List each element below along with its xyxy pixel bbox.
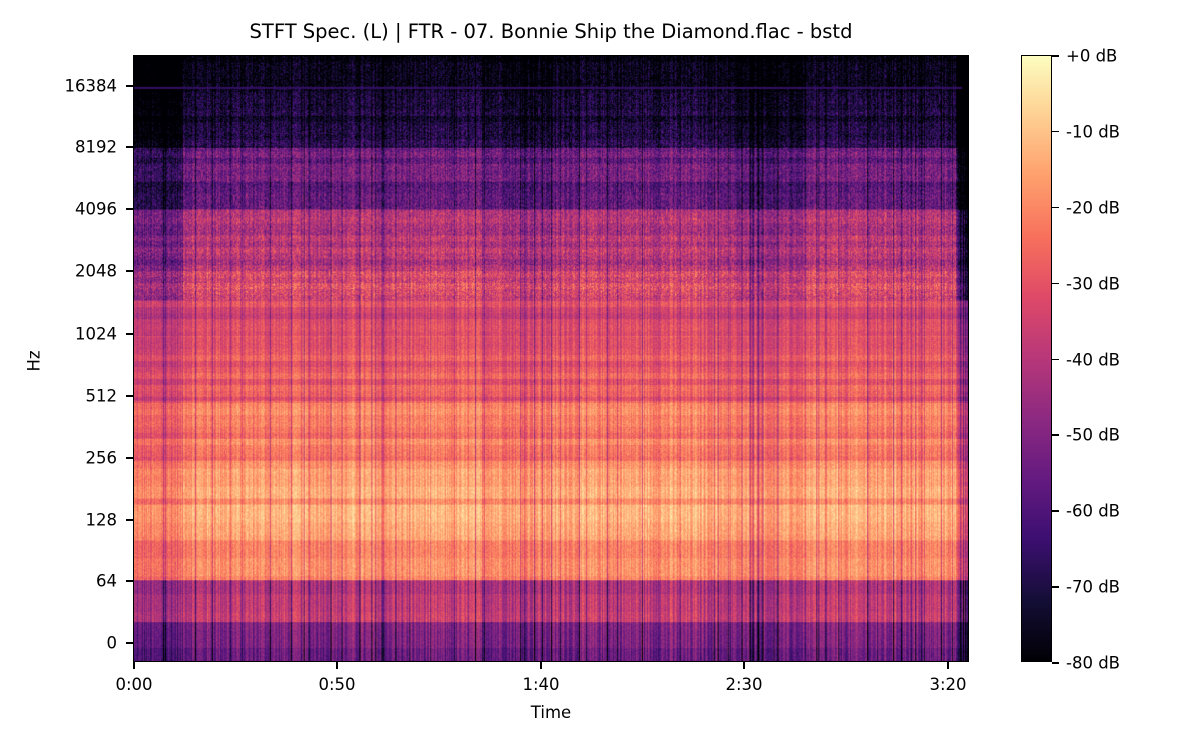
colorbar-tick-label: -10 dB — [1066, 122, 1120, 142]
y-tick-mark — [126, 333, 133, 335]
y-tick-label: 256 — [85, 448, 118, 468]
x-axis-title: Time — [530, 703, 572, 722]
y-tick-label: 16384 — [64, 76, 118, 96]
y-tick-label: 4096 — [75, 199, 117, 219]
y-tick-mark — [126, 580, 133, 582]
y-tick-mark — [126, 208, 133, 210]
colorbar-tick-label: +0 dB — [1066, 46, 1118, 66]
x-tick-label: 3:20 — [929, 675, 967, 694]
x-tick-label: 1:40 — [522, 675, 560, 694]
x-tick-mark — [947, 662, 949, 669]
colorbar-tick-mark — [1052, 55, 1059, 57]
colorbar — [1021, 55, 1052, 662]
spectrogram-image — [134, 56, 968, 661]
colorbar-tick-mark — [1052, 130, 1059, 133]
colorbar-tick-mark — [1052, 206, 1059, 209]
y-tick-mark — [126, 642, 133, 644]
y-tick-label: 512 — [85, 386, 118, 406]
colorbar-tick-mark — [1052, 434, 1059, 436]
y-tick-mark — [126, 457, 133, 459]
x-tick-mark — [743, 662, 745, 669]
y-tick-mark — [126, 270, 133, 272]
y-tick-label: 8192 — [75, 137, 117, 157]
y-tick-label: 2048 — [75, 261, 117, 281]
y-tick-label: 1024 — [75, 324, 117, 344]
y-tick-mark — [126, 85, 133, 87]
colorbar-tick-label: -60 dB — [1066, 501, 1120, 521]
colorbar-tick-mark — [1052, 662, 1059, 664]
y-tick-label: 0 — [106, 633, 118, 653]
y-tick-mark — [126, 395, 133, 397]
x-tick-mark — [540, 662, 542, 669]
x-tick-label: 0:50 — [318, 675, 356, 694]
y-tick-mark — [126, 146, 133, 148]
x-tick-label: 0:00 — [115, 675, 153, 694]
y-tick-label: 64 — [96, 571, 117, 591]
x-tick-mark — [133, 662, 135, 669]
colorbar-tick-label: -80 dB — [1066, 653, 1120, 673]
colorbar-tick-mark — [1052, 282, 1059, 285]
x-tick-label: 2:30 — [725, 675, 763, 694]
colorbar-tick-mark — [1052, 358, 1059, 360]
colorbar-tick-label: -20 dB — [1066, 198, 1120, 218]
colorbar-tick-label: -50 dB — [1066, 425, 1120, 445]
colorbar-tick-label: -70 dB — [1066, 577, 1120, 597]
colorbar-tick-mark — [1052, 586, 1059, 588]
colorbar-tick-mark — [1052, 510, 1059, 512]
y-axis-title: Hz — [24, 350, 44, 372]
spectrogram-plot-area — [133, 55, 969, 662]
x-tick-mark — [336, 662, 338, 669]
chart-title: STFT Spec. (L) | FTR - 07. Bonnie Ship t… — [249, 20, 853, 43]
colorbar-tick-label: -40 dB — [1066, 350, 1120, 369]
y-tick-label: 128 — [85, 510, 118, 530]
y-tick-mark — [126, 519, 133, 521]
colorbar-tick-label: -30 dB — [1066, 274, 1120, 294]
